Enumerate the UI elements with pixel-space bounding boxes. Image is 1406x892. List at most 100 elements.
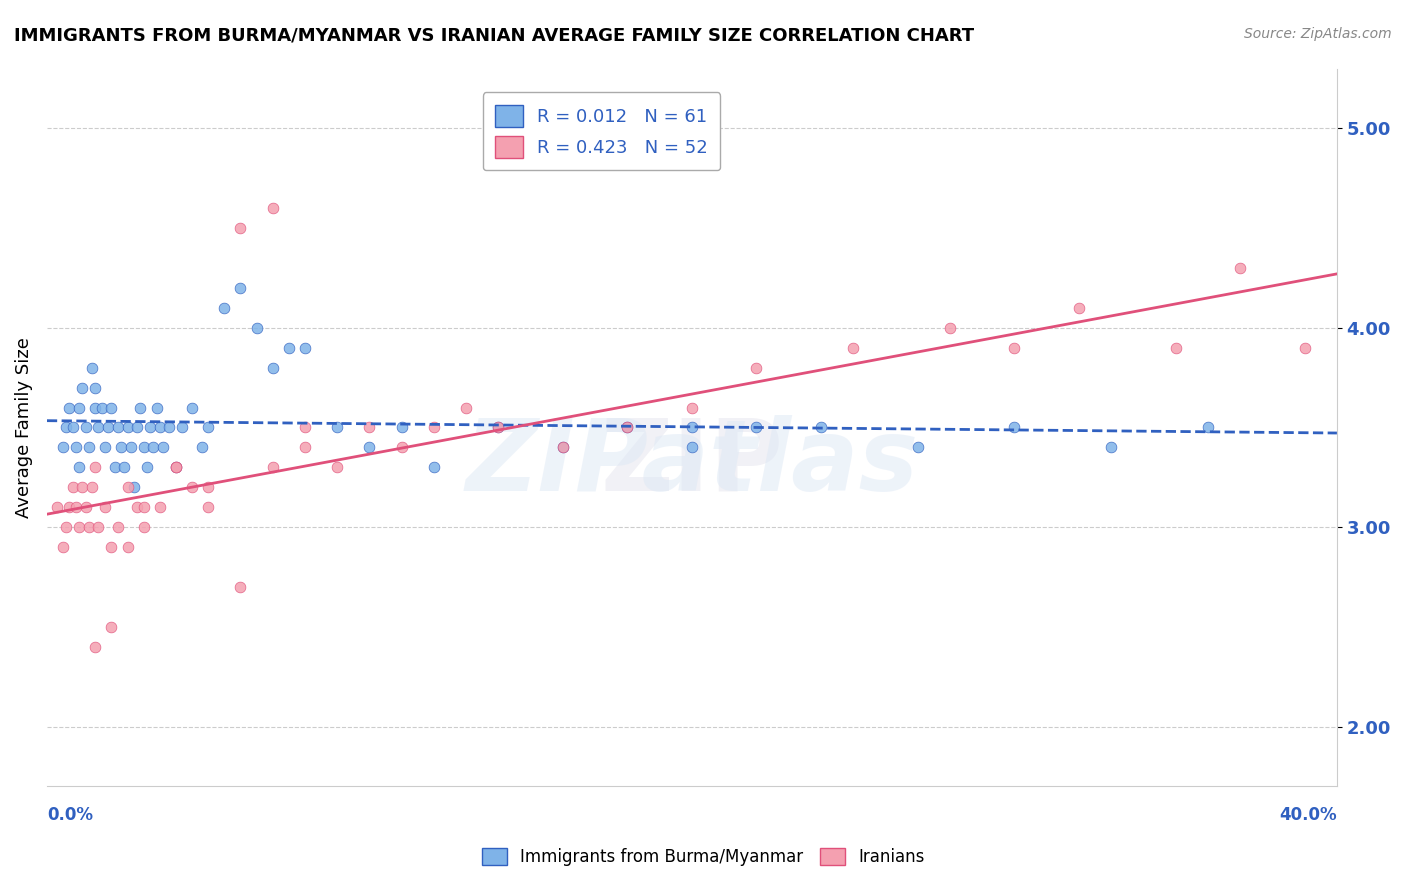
- Point: [142, 441, 165, 455]
- Point: [359, 441, 381, 455]
- Point: [80, 360, 103, 375]
- Point: [72, 381, 94, 395]
- Point: [214, 301, 236, 315]
- Point: [745, 360, 768, 375]
- Point: [1002, 420, 1025, 434]
- Point: [1067, 301, 1090, 315]
- Point: [97, 420, 120, 434]
- Point: [117, 420, 139, 434]
- Point: [159, 420, 181, 434]
- Point: [65, 441, 87, 455]
- Point: [229, 221, 252, 235]
- Point: [90, 401, 112, 415]
- Point: [1197, 420, 1219, 434]
- Y-axis label: Average Family Size: Average Family Size: [15, 337, 32, 518]
- Point: [229, 281, 252, 295]
- Point: [132, 520, 155, 534]
- Point: [681, 401, 703, 415]
- Point: [77, 520, 100, 534]
- Point: [84, 640, 107, 654]
- Point: [75, 420, 97, 434]
- Point: [117, 480, 139, 494]
- Point: [104, 460, 127, 475]
- Point: [197, 500, 219, 515]
- Point: [423, 460, 446, 475]
- Point: [1294, 341, 1316, 355]
- Point: [391, 441, 413, 455]
- Point: [87, 420, 110, 434]
- Point: [326, 460, 349, 475]
- Point: [190, 441, 212, 455]
- Point: [359, 420, 381, 434]
- Point: [67, 520, 90, 534]
- Point: [391, 420, 413, 434]
- Point: [84, 401, 107, 415]
- Legend: Immigrants from Burma/Myanmar, Iranians: Immigrants from Burma/Myanmar, Iranians: [474, 840, 932, 875]
- Point: [165, 460, 187, 475]
- Point: [120, 441, 142, 455]
- Point: [127, 420, 149, 434]
- Point: [262, 201, 284, 215]
- Legend: R = 0.012   N = 61, R = 0.423   N = 52: R = 0.012 N = 61, R = 0.423 N = 52: [482, 92, 720, 170]
- Point: [939, 320, 962, 334]
- Point: [486, 420, 509, 434]
- Point: [84, 460, 107, 475]
- Point: [107, 420, 129, 434]
- Point: [67, 401, 90, 415]
- Point: [110, 441, 132, 455]
- Point: [326, 420, 349, 434]
- Point: [72, 480, 94, 494]
- Point: [294, 420, 316, 434]
- Point: [52, 540, 75, 554]
- Text: ZIP: ZIP: [600, 415, 783, 512]
- Point: [52, 441, 75, 455]
- Point: [58, 500, 80, 515]
- Point: [87, 520, 110, 534]
- Point: [277, 341, 299, 355]
- Point: [55, 520, 77, 534]
- Point: [172, 420, 194, 434]
- Text: 0.0%: 0.0%: [46, 806, 93, 824]
- Point: [84, 381, 107, 395]
- Point: [112, 460, 135, 475]
- Point: [681, 420, 703, 434]
- Point: [616, 420, 638, 434]
- Point: [58, 401, 80, 415]
- Point: [181, 401, 204, 415]
- Point: [842, 341, 865, 355]
- Point: [229, 580, 252, 594]
- Point: [139, 420, 162, 434]
- Point: [65, 500, 87, 515]
- Point: [107, 520, 129, 534]
- Point: [1229, 260, 1251, 275]
- Point: [165, 460, 187, 475]
- Text: Source: ZipAtlas.com: Source: ZipAtlas.com: [1244, 27, 1392, 41]
- Point: [149, 420, 172, 434]
- Point: [294, 441, 316, 455]
- Point: [45, 500, 67, 515]
- Point: [132, 500, 155, 515]
- Point: [100, 620, 122, 634]
- Point: [551, 441, 574, 455]
- Point: [1164, 341, 1187, 355]
- Point: [80, 480, 103, 494]
- Point: [75, 500, 97, 515]
- Point: [94, 500, 117, 515]
- Point: [745, 420, 768, 434]
- Text: IMMIGRANTS FROM BURMA/MYANMAR VS IRANIAN AVERAGE FAMILY SIZE CORRELATION CHART: IMMIGRANTS FROM BURMA/MYANMAR VS IRANIAN…: [14, 27, 974, 45]
- Point: [100, 401, 122, 415]
- Point: [810, 420, 832, 434]
- Point: [245, 320, 267, 334]
- Point: [100, 540, 122, 554]
- Point: [152, 441, 174, 455]
- Point: [262, 360, 284, 375]
- Point: [122, 480, 145, 494]
- Point: [423, 420, 446, 434]
- Point: [117, 540, 139, 554]
- Point: [907, 441, 929, 455]
- Point: [55, 420, 77, 434]
- Point: [681, 441, 703, 455]
- Point: [149, 500, 172, 515]
- Point: [127, 500, 149, 515]
- Point: [132, 441, 155, 455]
